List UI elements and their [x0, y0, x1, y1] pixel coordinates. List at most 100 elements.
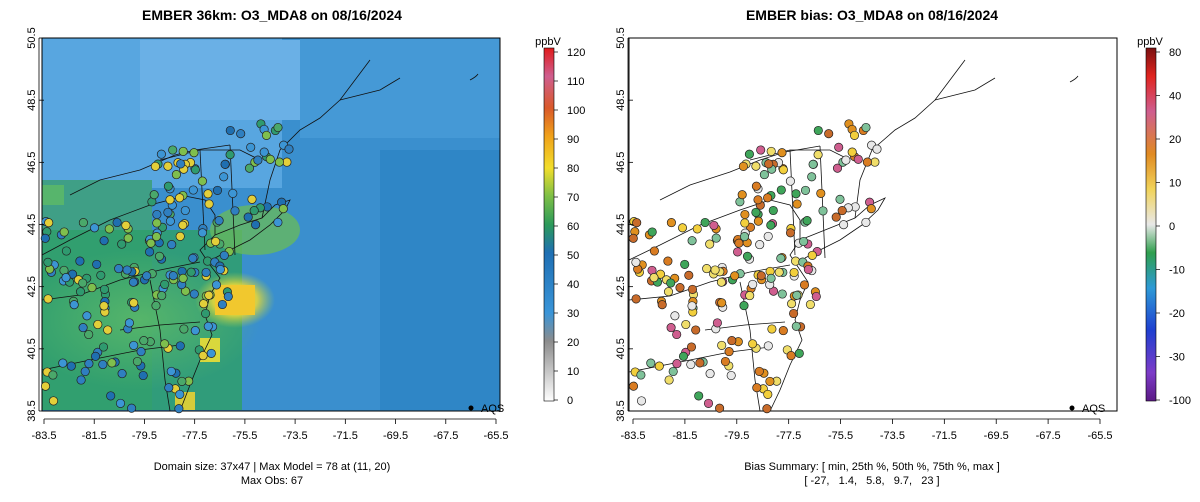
right-station-marker — [792, 290, 802, 300]
left-station-marker — [106, 391, 116, 401]
left-station-marker — [204, 199, 214, 209]
right-station-marker — [717, 298, 727, 308]
left-station-marker — [188, 185, 198, 195]
right-y-tick-label: 42.5 — [615, 276, 627, 297]
right-station-marker — [774, 267, 784, 277]
right-station-marker — [709, 220, 719, 230]
left-station-marker — [175, 389, 185, 399]
left-station-marker — [214, 216, 224, 226]
left-station-marker — [163, 161, 173, 171]
left-station-marker — [189, 289, 199, 299]
left-station-marker — [61, 273, 71, 283]
right-station-marker — [792, 199, 802, 209]
right-station-marker — [738, 161, 748, 171]
left-station-marker — [163, 207, 173, 217]
right-station-marker — [785, 176, 795, 186]
left-y-tick-label: 46.5 — [26, 152, 38, 173]
left-station-marker — [211, 236, 221, 247]
left-station-marker — [219, 172, 229, 182]
left-station-marker — [145, 247, 155, 257]
right-station-marker — [649, 273, 659, 283]
right-caption-line1: Bias Summary: [ min, 25th %, 50th %, 75t… — [744, 461, 1000, 473]
left-station-marker — [163, 181, 173, 191]
left-station-marker — [211, 280, 222, 290]
left-station-marker — [43, 257, 53, 267]
left-station-marker — [128, 277, 138, 287]
right-map-panel: EMBER bias: O3_MDA8 on 08/16/2024 50.5 48… — [615, 7, 1118, 487]
left-station-marker — [80, 366, 90, 377]
left-station-marker — [253, 155, 263, 165]
left-station-marker — [167, 240, 177, 250]
right-station-marker — [872, 144, 882, 154]
right-station-marker — [710, 265, 720, 275]
left-station-marker — [278, 204, 288, 214]
left-station-marker — [84, 329, 94, 340]
right-station-marker — [668, 366, 678, 377]
right-y-tick-label: 46.5 — [615, 152, 627, 173]
left-station-marker — [48, 396, 59, 406]
left-station-marker — [151, 232, 162, 242]
right-x-tick-label: -81.5 — [672, 430, 697, 442]
right-station-marker — [763, 389, 773, 399]
right-station-marker — [803, 264, 813, 275]
left-station-marker — [156, 149, 166, 159]
right-station-marker — [752, 383, 762, 393]
left-station-marker — [274, 157, 284, 167]
right-station-marker — [813, 150, 823, 160]
right-station-marker — [778, 165, 788, 175]
right-station-marker — [776, 185, 786, 195]
right-station-marker — [768, 205, 778, 216]
right-station-marker — [763, 193, 773, 203]
left-station-marker — [190, 326, 200, 336]
right-station-marker — [737, 190, 747, 200]
right-title: EMBER bias: O3_MDA8 on 08/16/2024 — [746, 7, 998, 23]
right-station-marker — [816, 188, 826, 198]
left-station-marker — [99, 236, 109, 246]
left-station-marker — [48, 370, 58, 380]
right-station-marker — [742, 251, 753, 261]
left-station-marker — [82, 311, 92, 321]
left-station-marker — [190, 165, 200, 175]
right-station-marker — [754, 366, 764, 376]
left-station-marker — [124, 318, 134, 328]
left-y-tick-label: 50.5 — [26, 27, 38, 48]
right-station-marker — [847, 147, 857, 157]
right-station-marker — [649, 246, 659, 256]
left-station-marker — [58, 358, 68, 368]
left-station-marker — [43, 294, 53, 304]
right-station-marker — [654, 361, 664, 371]
right-station-marker — [756, 271, 766, 281]
left-station-marker — [249, 206, 259, 216]
left-station-marker — [121, 220, 131, 230]
left-station-marker — [201, 308, 211, 319]
left-station-marker — [204, 290, 214, 300]
left-station-marker — [228, 188, 238, 198]
right-station-marker — [802, 216, 812, 226]
right-station-marker — [808, 159, 818, 169]
right-station-marker — [687, 236, 697, 246]
right-station-marker — [841, 155, 851, 165]
left-station-marker — [171, 170, 181, 180]
right-station-marker — [799, 236, 809, 247]
right-station-marker — [751, 181, 761, 191]
left-station-marker — [129, 340, 139, 350]
left-station-marker — [69, 300, 79, 310]
right-station-marker — [705, 369, 715, 379]
right-station-marker — [664, 375, 674, 385]
left-colorbar-tick-label: 120 — [567, 47, 585, 59]
right-colorbar-tick-label: 80 — [1169, 47, 1181, 59]
right-colorbar-unit: ppbV — [1137, 36, 1163, 48]
right-station-marker — [740, 218, 750, 228]
right-station-marker — [751, 207, 761, 217]
left-station-marker — [203, 321, 213, 331]
left-station-marker — [75, 287, 86, 297]
right-y-tick-label: 50.5 — [615, 27, 627, 48]
right-station-marker — [734, 238, 744, 248]
right-station-marker — [705, 239, 715, 249]
left-station-marker — [75, 256, 85, 266]
right-station-marker — [759, 170, 769, 180]
left-y-tick-label: 44.5 — [26, 214, 38, 235]
right-station-marker — [636, 396, 647, 406]
right-y-tick-label: 38.5 — [615, 400, 627, 421]
left-legend: AQS — [468, 403, 504, 415]
